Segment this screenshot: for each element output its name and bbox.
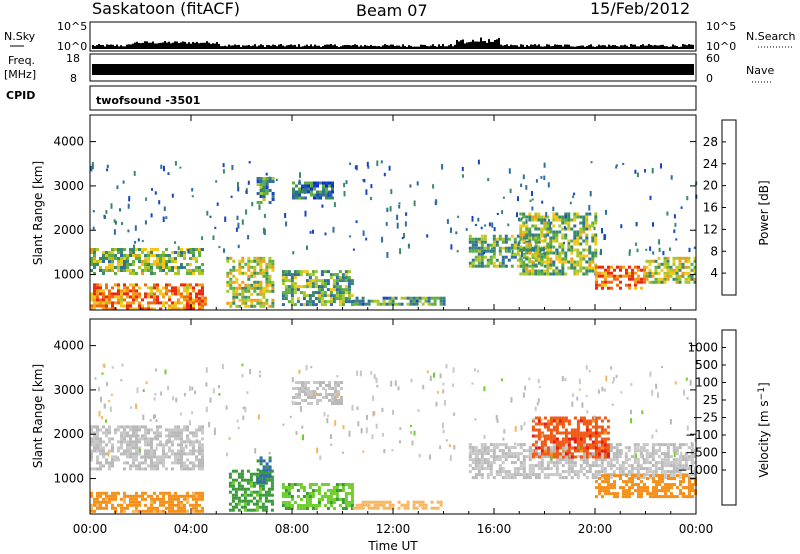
power-colorbar-tick: 20 bbox=[703, 179, 718, 193]
nsky-trace bbox=[92, 37, 694, 49]
velocity-colorbar: Velocity [m s−1] 1000 500 100 25 −25 −100 −500… bbox=[677, 329, 771, 506]
station-title: Saskatoon (fitACF) bbox=[92, 0, 240, 18]
velocity-data bbox=[90, 363, 697, 513]
velocity-panel: 00:00 04:00 08:00 12:00 16:00 20:00 00:00 1000 2… bbox=[31, 318, 713, 553]
nsky-label: N.Sky bbox=[4, 30, 36, 43]
velocity-colorbar-tick: 1000 bbox=[687, 341, 718, 355]
velocity-colorbar-tick: 100 bbox=[695, 376, 718, 390]
nsky-strip: N.Sky 10^5 10^0 10^5 10^0 N.Search bbox=[4, 20, 796, 53]
y-tick-label: 3000 bbox=[53, 179, 84, 193]
power-colorbar-tick: 4 bbox=[710, 266, 718, 280]
nsky-tick-bottom: 10^0 bbox=[57, 40, 87, 53]
nsky-tick-top: 10^5 bbox=[57, 20, 87, 33]
freq-unit: [MHz] bbox=[4, 68, 36, 81]
x-tick-label: 20:00 bbox=[578, 522, 613, 536]
x-tick-label: 08:00 bbox=[275, 522, 310, 536]
freq-label: Freq. bbox=[8, 54, 35, 67]
cpid-label: CPID bbox=[6, 89, 35, 102]
velocity-colorbar-tick: −1000 bbox=[677, 463, 718, 477]
velocity-colorbar-tick: −500 bbox=[685, 446, 718, 460]
velocity-colorbar-tick: 500 bbox=[695, 358, 718, 372]
y-tick-label: 4000 bbox=[53, 339, 84, 353]
y-tick-label: 1000 bbox=[53, 472, 84, 486]
power-colorbar-tick: 24 bbox=[703, 157, 718, 171]
power-data bbox=[90, 159, 698, 311]
beam-title: Beam 07 bbox=[356, 1, 428, 20]
nsearch-tick-bottom: 10^0 bbox=[706, 40, 736, 53]
x-tick-label: 04:00 bbox=[174, 522, 209, 536]
power-colorbar-tick: 12 bbox=[703, 222, 718, 236]
velocity-axis-ticks: 00:00 04:00 08:00 12:00 16:00 20:00 00:00 1000 2… bbox=[53, 319, 713, 536]
time-xlabel: Time UT bbox=[367, 539, 418, 553]
x-tick-label: 00:00 bbox=[679, 522, 714, 536]
cpid-value: twofsound -3501 bbox=[96, 94, 200, 107]
freq-tick-top: 18 bbox=[66, 52, 80, 65]
y-tick-label: 1000 bbox=[53, 268, 84, 282]
nsearch-label: N.Search bbox=[746, 30, 796, 43]
nave-tick-bottom: 0 bbox=[706, 72, 713, 85]
y-tick-label: 4000 bbox=[53, 135, 84, 149]
nave-tick-top: 60 bbox=[706, 52, 720, 65]
nave-label: Nave bbox=[746, 64, 774, 77]
x-tick-label: 00:00 bbox=[73, 522, 108, 536]
nsearch-tick-top: 10^5 bbox=[706, 20, 736, 33]
power-axis-ticks: 1000 2000 3000 4000 bbox=[53, 115, 697, 310]
x-tick-label: 16:00 bbox=[477, 522, 512, 536]
power-colorbar-tick: 16 bbox=[703, 201, 718, 215]
velocity-colorbar-tick: −25 bbox=[693, 411, 718, 425]
freq-strip: Freq. [MHz] 18 8 60 0 Nave bbox=[4, 52, 774, 85]
velocity-ylabel: Slant Range [km] bbox=[31, 364, 45, 468]
y-tick-label: 2000 bbox=[53, 427, 84, 441]
power-panel: 1000 2000 3000 4000 Slant Range [km] bbox=[31, 114, 698, 311]
power-colorbar: Power [dB] 4 8 12 16 20 24 28 bbox=[703, 119, 771, 296]
power-colorbar-tick: 8 bbox=[710, 244, 718, 258]
y-tick-label: 2000 bbox=[53, 223, 84, 237]
date-title: 15/Feb/2012 bbox=[590, 0, 690, 18]
velocity-colorbar-label: Velocity [m s−1] bbox=[757, 382, 771, 477]
y-tick-label: 3000 bbox=[53, 383, 84, 397]
velocity-colorbar-tick: −100 bbox=[685, 428, 718, 442]
velocity-colorbar-tick: 25 bbox=[703, 393, 718, 407]
power-colorbar-tick: 28 bbox=[703, 135, 718, 149]
cpid-strip: CPID twofsound -3501 bbox=[6, 85, 697, 111]
freq-trace bbox=[92, 64, 694, 75]
freq-tick-bottom: 8 bbox=[70, 72, 77, 85]
power-colorbar-label: Power [dB] bbox=[757, 180, 771, 245]
x-tick-label: 12:00 bbox=[376, 522, 411, 536]
power-ylabel: Slant Range [km] bbox=[31, 161, 45, 265]
